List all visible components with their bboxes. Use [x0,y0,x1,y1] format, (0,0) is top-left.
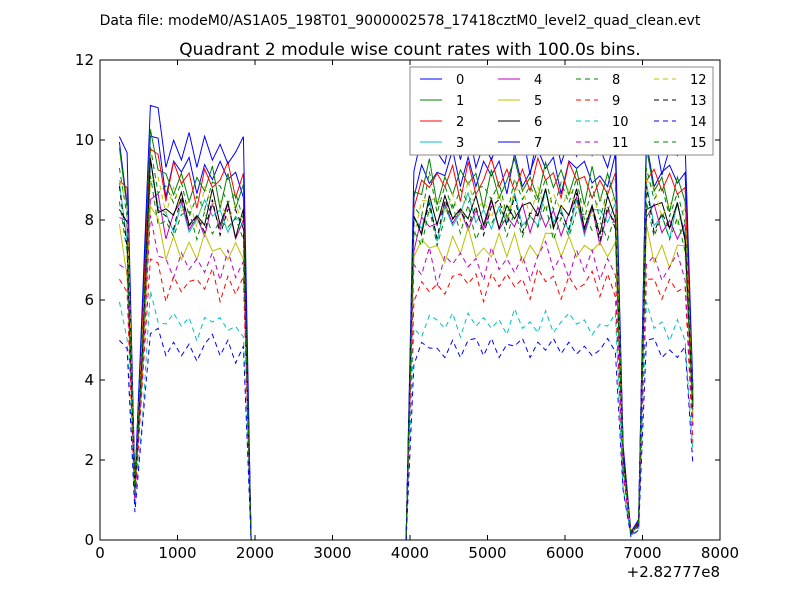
x-tick-label: 1000 [158,544,196,562]
legend-label-14: 14 [690,115,707,130]
x-offset-label: +2.82777e8 [627,563,720,581]
series-line-15 [118,175,694,540]
chart-suptitle: Data file: modeM0/AS1A05_198T01_90000025… [100,13,701,29]
legend-label-5: 5 [534,94,542,109]
legend-label-6: 6 [534,115,542,130]
x-tick-label: 2000 [236,544,274,562]
x-tick-label: 7000 [623,544,661,562]
series-line-10 [118,290,694,540]
series-line-13 [118,158,694,540]
y-tick-label: 12 [75,51,94,69]
axes: 0 1000 2000 3000 4000 5000 6000 7000 80000246810… [75,51,739,562]
legend-label-8: 8 [612,73,620,88]
x-tick-label: 5000 [468,544,506,562]
series-line-2 [119,147,694,540]
series-line-5 [118,204,694,540]
series-line-8 [118,146,694,540]
x-tick-label: 0 [95,544,105,562]
legend-label-12: 12 [690,73,707,88]
series-line-4 [119,193,694,540]
x-tick-label: 6000 [546,544,584,562]
series-line-9 [118,258,694,540]
legend-label-10: 10 [612,115,629,130]
series-line-14 [119,327,694,540]
series-line-3 [118,158,694,540]
legend-box [409,66,714,156]
y-tick-label: 8 [84,211,94,229]
legend-label-4: 4 [534,73,542,88]
chart-title: Quadrant 2 module wise count rates with … [179,40,640,60]
y-tick-label: 4 [84,371,94,389]
series-line-0 [118,135,694,540]
y-tick-label: 10 [75,131,94,149]
x-tick-label: 8000 [701,544,739,562]
legend-label-9: 9 [612,94,620,109]
y-tick-label: 0 [84,531,94,549]
x-tick-label: 4000 [391,544,429,562]
series-line-12 [118,175,694,540]
legend-label-1: 1 [456,94,464,109]
legend-label-15: 15 [690,136,707,151]
y-tick-label: 6 [84,291,94,309]
y-tick-label: 2 [84,451,94,469]
series-line-11 [119,215,694,540]
legend-label-3: 3 [456,136,464,151]
series-line-1 [118,129,694,540]
legend-label-11: 11 [612,136,629,151]
legend-label-7: 7 [534,136,542,151]
legend-label-0: 0 [456,73,464,88]
x-tick-label: 3000 [313,544,351,562]
legend-label-2: 2 [456,115,464,130]
legend-label-13: 13 [690,94,707,109]
